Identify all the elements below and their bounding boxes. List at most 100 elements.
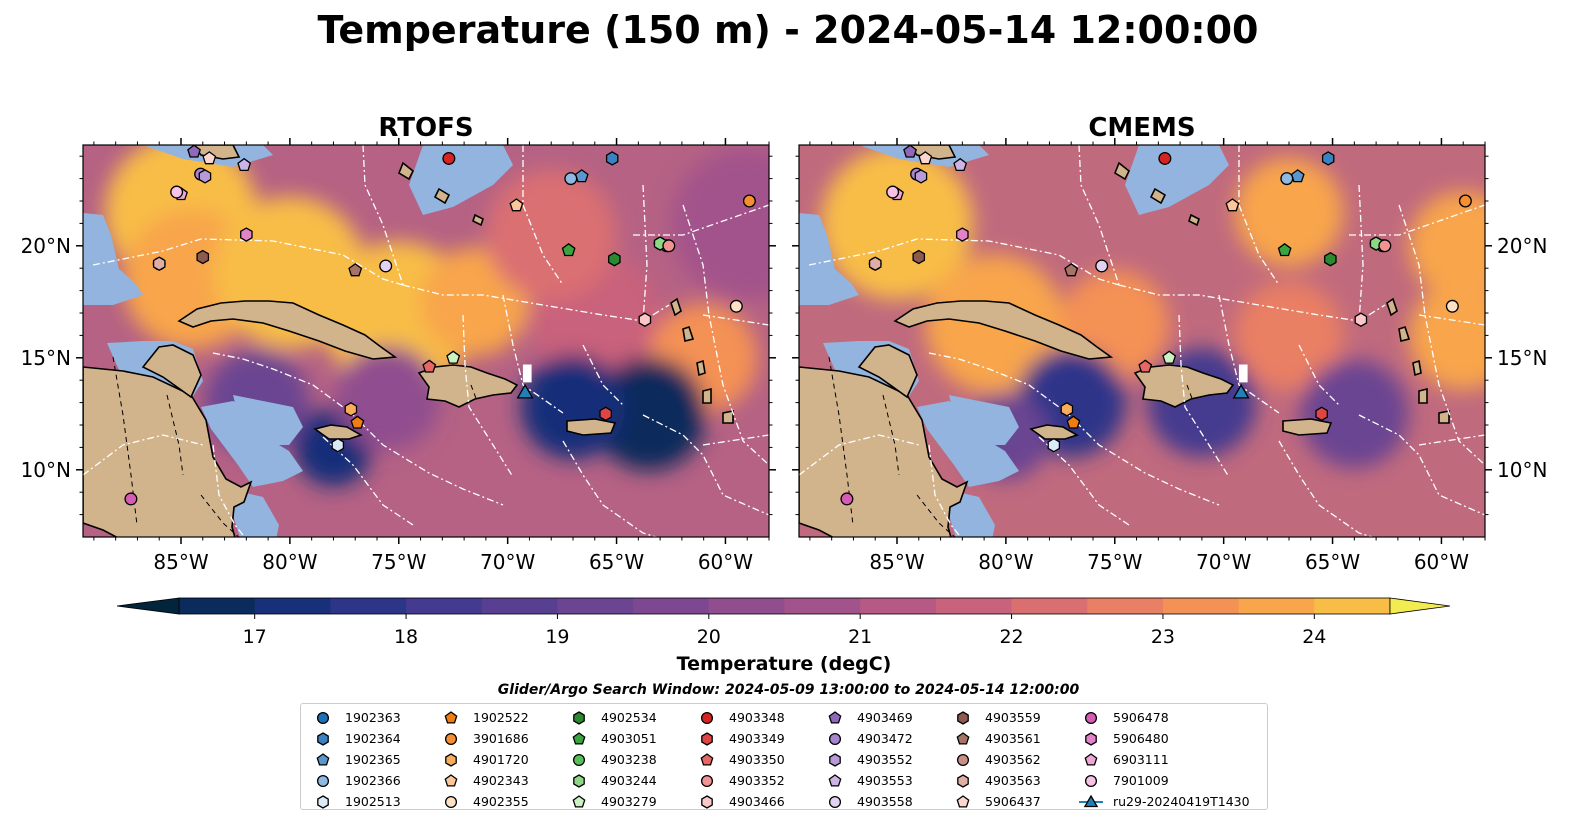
legend-marker: [956, 753, 970, 766]
legend-marker-icon: [1084, 774, 1098, 787]
argo-float-marker: [903, 145, 917, 158]
legend-marker: [317, 794, 329, 809]
legend-item: 4903238: [565, 749, 693, 770]
legend-label: 4903469: [857, 710, 913, 725]
legend-label: 4903466: [729, 794, 785, 809]
legend-label: 1902365: [345, 752, 401, 767]
legend-item: 4903553: [821, 770, 949, 791]
argo-float-marker: [1445, 299, 1459, 313]
temperature-blob: [1408, 191, 1485, 301]
legend-label: 5906478: [1113, 710, 1169, 725]
argo-floats-layer: [840, 145, 1472, 506]
legend-label: 3901686: [473, 731, 529, 746]
argo-floats-layer: [124, 145, 756, 506]
colorbar-tick-label: 19: [545, 626, 569, 648]
legend-marker-icon: [957, 773, 969, 788]
legend-item: 4903466: [693, 791, 821, 812]
legend-marker-icon: [701, 731, 713, 746]
legend-marker-icon: [828, 710, 842, 724]
legend-label: 7901009: [1113, 773, 1169, 788]
temperature-blob: [1408, 280, 1485, 390]
glider-marker: [516, 383, 534, 399]
axis-ticks-rtofs: 85°W 80°W 75°W 70°W 65°W 60°W 20°N 15°N 10°N: [21, 138, 776, 574]
argo-float-marker: [1324, 251, 1337, 267]
legend-label: 4903472: [857, 731, 913, 746]
legend-label: 4903279: [601, 794, 657, 809]
colorbar-tick-label: 23: [1151, 626, 1175, 648]
argo-float-marker: [599, 406, 612, 422]
legend-marker-icon: [700, 711, 714, 724]
x-tick-label: 70°W: [480, 550, 535, 574]
legend-item: 4902534: [565, 707, 693, 728]
argo-float-marker: [422, 359, 437, 373]
argo-float-marker: [509, 198, 524, 212]
argo-float-marker: [1158, 151, 1172, 165]
temperature-blob: [520, 354, 626, 460]
legend-marker: [1084, 711, 1098, 724]
legend-marker-icon: [444, 795, 458, 808]
legend-item: 3901686: [437, 728, 565, 749]
legend-marker: [700, 711, 714, 724]
legend-marker-icon: [316, 752, 330, 766]
legend-label: 4903562: [985, 752, 1041, 767]
legend-item: 7901009: [1077, 770, 1205, 791]
colorbar-bin: [1314, 598, 1391, 614]
legend-label: 4903559: [985, 710, 1041, 725]
legend-marker-icon: [444, 732, 458, 745]
legend-marker: [701, 731, 713, 746]
legend-label: ru29-20240419T1430: [1113, 794, 1250, 809]
legend-marker: [956, 731, 970, 745]
colorbar-bin: [1087, 598, 1164, 614]
legend-item: 4903349: [693, 728, 821, 749]
argo-float-marker: [348, 263, 363, 277]
colorbar-bin: [330, 598, 407, 614]
temperature-blob: [820, 147, 974, 300]
colorbar-bin: [633, 598, 710, 614]
argo-float-marker: [237, 157, 252, 172]
colorbar: 17 18 19 20 21 22 23 24 Temperature (degC): [116, 597, 1451, 675]
legend-label: 5906437: [985, 794, 1041, 809]
legend-marker-icon: [316, 774, 330, 787]
legend-marker-icon: [573, 773, 585, 788]
colorbar-bin: [1011, 598, 1088, 614]
x-tick-label: 85°W: [869, 550, 924, 574]
legend-marker: [316, 774, 330, 787]
x-tick-label: 70°W: [1196, 550, 1251, 574]
legend-item: 4903562: [949, 749, 1077, 770]
map-panel-cmems: CMEMS 85°W 80°W 75°W 70°W 65°W 60°W 20°N 15°N 10…: [792, 113, 1547, 574]
legend-marker: [573, 773, 585, 788]
panel-title-cmems: CMEMS: [1088, 113, 1195, 143]
legend-item: 4901720: [437, 749, 565, 770]
argo-float-marker: [196, 249, 210, 265]
legend-item: 4903352: [693, 770, 821, 791]
legend-marker-icon: [445, 752, 457, 767]
argo-float-marker: [953, 157, 968, 172]
argo-float-marker: [240, 227, 253, 242]
argo-float-marker: [1315, 406, 1328, 422]
x-tick-label: 65°W: [589, 550, 644, 574]
colorbar-bin: [406, 598, 483, 614]
legend-marker: [444, 710, 458, 724]
legend-marker-icon: [700, 752, 714, 766]
legend-label: 4903561: [985, 731, 1041, 746]
colorbar-extend-high: [1389, 597, 1451, 615]
argo-float-marker: [344, 402, 358, 417]
legend-marker: [701, 794, 713, 809]
legend-marker-icon: [701, 794, 713, 809]
legend-label: 4903348: [729, 710, 785, 725]
legend-item: 5906480: [1077, 728, 1205, 749]
x-tick-label: 80°W: [978, 550, 1033, 574]
legend-item: 1902522: [437, 707, 565, 728]
legend-label: 6903111: [1113, 752, 1169, 767]
argo-float-marker: [574, 169, 589, 183]
legend-title: Glider/Argo Search Window: 2024-05-09 13…: [497, 682, 1080, 698]
legend-marker-icon: [572, 731, 586, 745]
colorbar-label: Temperature (degC): [677, 653, 892, 675]
glider-track: [1238, 364, 1248, 383]
argo-float-marker: [912, 249, 926, 265]
legend-marker: [1085, 731, 1097, 746]
legend-label: 4902355: [473, 794, 529, 809]
legend-item: 4903561: [949, 728, 1077, 749]
argo-float-marker: [1225, 198, 1240, 212]
